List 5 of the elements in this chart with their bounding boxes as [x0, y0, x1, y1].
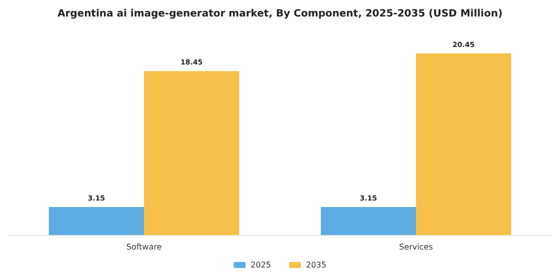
x-tick-label: Software [126, 242, 162, 252]
legend-label: 2025 [250, 260, 271, 270]
x-tick-label: Services [399, 242, 433, 252]
legend-label: 2035 [306, 260, 326, 270]
chart-title: Argentina ai image-generator market, By Component, 2025-2035 (USD Million) [57, 8, 503, 20]
